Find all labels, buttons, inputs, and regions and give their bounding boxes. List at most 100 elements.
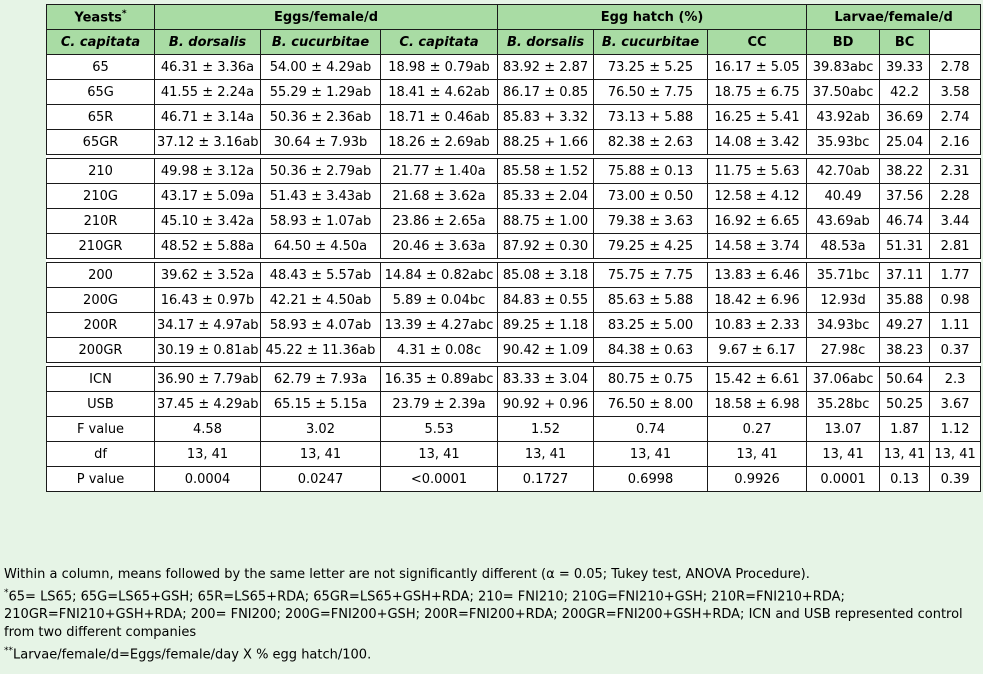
value-cell: 16.43 ± 0.97b	[154, 287, 261, 313]
table-row: 200 39.62 ± 3.52a 48.43 ± 5.57ab 14.84 ± 0.…	[46, 262, 982, 288]
value-cell: 16.92 ± 6.65	[707, 208, 808, 234]
value-cell: 36.90 ± 7.79ab	[154, 366, 261, 392]
value-cell: 16.25 ± 5.41	[707, 104, 808, 130]
value-cell: 3.02	[260, 416, 381, 442]
value-cell: 3.58	[929, 79, 982, 105]
table-row: 210G 43.17 ± 5.09a 51.43 ± 3.43ab 21.68 ± 3…	[46, 183, 982, 209]
value-cell: 35.93bc	[806, 129, 881, 155]
value-cell: 4.31 ± 0.08c	[379, 337, 499, 363]
value-cell: 10.83 ± 2.33	[707, 312, 808, 338]
value-cell: 40.49	[806, 183, 881, 209]
row-label-cell: ICN	[46, 366, 155, 392]
value-cell: 13, 41	[593, 441, 709, 467]
value-cell: 65.15 ± 5.15a	[260, 391, 381, 417]
value-cell: 18.71 ± 0.46ab	[379, 104, 499, 130]
value-cell: 25.04	[879, 129, 931, 155]
value-cell: 50.64	[879, 366, 931, 392]
value-cell: 18.75 ± 6.75	[707, 79, 808, 105]
value-cell: 73.13 + 5.88	[593, 104, 709, 130]
value-cell: 5.89 ± 0.04bc	[379, 287, 499, 313]
value-cell: 37.06abc	[806, 366, 881, 392]
value-cell: 39.33	[879, 54, 931, 80]
value-cell: 48.43 ± 5.57ab	[260, 262, 381, 288]
value-cell: 90.92 + 0.96	[497, 391, 595, 417]
value-cell: 34.93bc	[806, 312, 881, 338]
row-label-cell: 65R	[46, 104, 155, 130]
value-cell: 2.78	[929, 54, 982, 80]
value-cell: 0.9926	[707, 466, 808, 492]
value-cell: 83.33 ± 3.04	[497, 366, 595, 392]
table-row: USB 37.45 ± 4.29ab 65.15 ± 5.15a 23.79 ± 2.…	[46, 391, 982, 417]
value-cell: 21.77 ± 1.40a	[379, 158, 499, 184]
footnote-yeast-codes: *65= LS65; 65G=LS65+GSH; 65R=LS65+RDA; 6…	[4, 588, 963, 641]
value-cell: 0.98	[929, 287, 982, 313]
value-cell: 43.17 ± 5.09a	[154, 183, 261, 209]
subheader-cell: B. cucurbitae	[260, 29, 381, 55]
results-table: Yeasts* Eggs/female/d Egg hatch (%) Larv…	[46, 4, 982, 492]
value-cell: 12.58 ± 4.12	[707, 183, 808, 209]
value-cell: 13, 41	[707, 441, 808, 467]
value-cell: 0.1727	[497, 466, 595, 492]
value-cell: 41.55 ± 2.24a	[154, 79, 261, 105]
value-cell: 16.17 ± 5.05	[707, 54, 808, 80]
value-cell: 12.93d	[806, 287, 881, 313]
subheader-cell: BC	[879, 29, 931, 55]
value-cell: 4.58	[154, 416, 261, 442]
subheader-cell: C. capitata	[46, 29, 155, 55]
value-cell: 2.31	[929, 158, 982, 184]
value-cell: 37.56	[879, 183, 931, 209]
row-label-cell: 210	[46, 158, 155, 184]
value-cell: 1.77	[929, 262, 982, 288]
value-cell: 13, 41	[806, 441, 881, 467]
value-cell: 34.17 ± 4.97ab	[154, 312, 261, 338]
value-cell: 87.92 ± 0.30	[497, 233, 595, 259]
hatch-header: Egg hatch (%)	[497, 4, 808, 30]
value-cell: 3.44	[929, 208, 982, 234]
table-row: 210 49.98 ± 3.12a 50.36 ± 2.79ab 21.77 ± 1.…	[46, 158, 982, 184]
row-label-cell: 65GR	[46, 129, 155, 155]
value-cell: 46.71 ± 3.14a	[154, 104, 261, 130]
value-cell: 83.92 ± 2.87	[497, 54, 595, 80]
value-cell: 46.31 ± 3.36a	[154, 54, 261, 80]
footnote-significance: Within a column, means followed by the s…	[4, 567, 810, 582]
value-cell: 54.00 ± 4.29ab	[260, 54, 381, 80]
value-cell: 50.36 ± 2.36ab	[260, 104, 381, 130]
value-cell: 2.16	[929, 129, 982, 155]
table-row: 210R 45.10 ± 3.42a 58.93 ± 1.07ab 23.86 ± 2…	[46, 208, 982, 234]
value-cell: 84.38 ± 0.63	[593, 337, 709, 363]
value-cell: 18.98 ± 0.79ab	[379, 54, 499, 80]
value-cell: 64.50 ± 4.50a	[260, 233, 381, 259]
table-row: 200R 34.17 ± 4.97ab 58.93 ± 4.07ab 13.39 ± …	[46, 312, 982, 338]
value-cell: 0.37	[929, 337, 982, 363]
value-cell: 82.38 ± 2.63	[593, 129, 709, 155]
value-cell: 73.00 ± 0.50	[593, 183, 709, 209]
value-cell: 73.25 ± 5.25	[593, 54, 709, 80]
row-label-cell: 210R	[46, 208, 155, 234]
value-cell: <0.0001	[379, 466, 499, 492]
value-cell: 2.81	[929, 233, 982, 259]
value-cell: 13, 41	[154, 441, 261, 467]
value-cell: 37.45 ± 4.29ab	[154, 391, 261, 417]
eggs-header: Eggs/female/d	[153, 4, 499, 30]
value-cell: 90.42 ± 1.09	[497, 337, 595, 363]
value-cell: 0.6998	[593, 466, 709, 492]
value-cell: 46.74	[879, 208, 931, 234]
value-cell: 50.36 ± 2.79ab	[260, 158, 381, 184]
table-row: 65GR 37.12 ± 3.16ab 30.64 ± 7.93b 18.26 ± 2…	[46, 129, 982, 155]
value-cell: 36.69	[879, 104, 931, 130]
larvae-header: Larvae/female/d	[806, 4, 982, 30]
value-cell: 51.31	[879, 233, 931, 259]
value-cell: 16.35 ± 0.89abc	[379, 366, 499, 392]
value-cell: 18.41 ± 4.62ab	[379, 79, 499, 105]
value-cell: 13, 41	[497, 441, 595, 467]
table-row: 210GR 48.52 ± 5.88a 64.50 ± 4.50a 20.46 ± 3…	[46, 233, 982, 259]
subheader-cell: B. dorsalis	[154, 29, 261, 55]
value-cell: 14.58 ± 3.74	[707, 233, 808, 259]
value-cell: 0.0247	[260, 466, 381, 492]
value-cell: 35.28bc	[806, 391, 881, 417]
value-cell: 50.25	[879, 391, 931, 417]
subheader-blank-cell	[929, 29, 982, 55]
subheader-row: C. capitata B. dorsalis B. cucurbitae C.…	[46, 29, 982, 55]
value-cell: 75.75 ± 7.75	[593, 262, 709, 288]
value-cell: 1.87	[879, 416, 931, 442]
